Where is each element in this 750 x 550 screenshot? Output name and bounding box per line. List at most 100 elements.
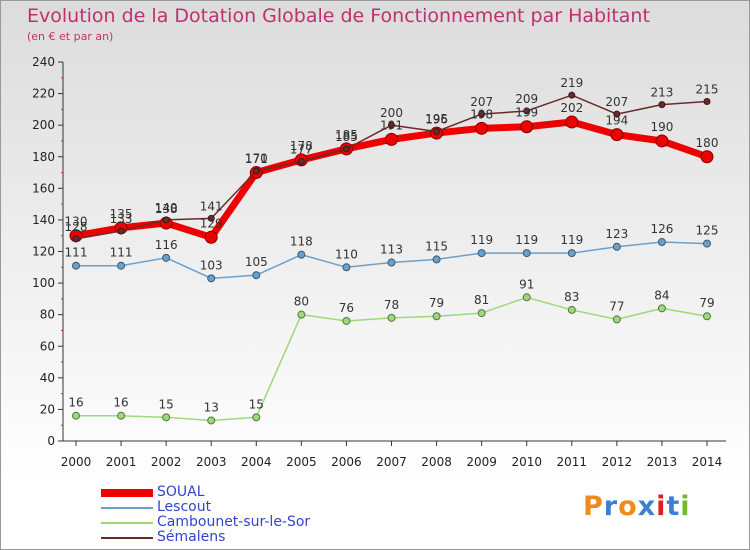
data-label: 126 [650, 222, 673, 236]
legend-swatch [101, 537, 153, 539]
data-point [612, 315, 621, 324]
data-point [117, 411, 126, 420]
data-point [297, 310, 306, 319]
data-point [162, 216, 170, 224]
y-tick-label: 160 [32, 181, 55, 195]
data-label: 113 [380, 243, 403, 257]
data-label: 119 [515, 233, 538, 247]
data-label: 119 [560, 233, 583, 247]
chart-title: Evolution de la Dotation Globale de Fonc… [27, 5, 650, 27]
data-point [162, 253, 171, 262]
data-point [523, 107, 531, 115]
data-label: 135 [110, 207, 133, 221]
data-label: 103 [200, 258, 223, 272]
proxiti-logo: Proxiti [583, 491, 691, 522]
data-point [612, 242, 621, 251]
y-tick-label: 200 [32, 118, 55, 132]
data-label: 213 [650, 86, 673, 100]
data-point [478, 110, 486, 118]
y-tick-label: 0 [47, 434, 55, 448]
data-point [658, 101, 666, 109]
data-point [522, 249, 531, 258]
x-tick-label: 2009 [466, 455, 497, 469]
data-point [477, 309, 486, 318]
logo-letter: x [637, 491, 657, 522]
data-label: 171 [245, 152, 268, 166]
data-label: 130 [65, 215, 88, 229]
x-tick-label: 2007 [376, 455, 407, 469]
data-point [432, 312, 441, 321]
data-point [204, 230, 218, 244]
data-point [703, 239, 711, 248]
legend-label: Cambounet-sur-le-Sor [157, 514, 311, 530]
chart-subtitle: (en € et par an) [27, 30, 114, 43]
data-label: 215 [696, 82, 719, 96]
data-point [207, 416, 216, 425]
data-label: 79 [429, 296, 444, 310]
data-point [162, 413, 171, 422]
data-label: 15 [159, 397, 174, 411]
x-tick-label: 2002 [151, 455, 182, 469]
data-point [567, 305, 576, 314]
data-label: 78 [384, 298, 399, 312]
data-point [297, 157, 305, 165]
y-tick-label: 240 [32, 55, 55, 69]
data-label: 118 [290, 235, 313, 249]
data-label: 84 [654, 288, 669, 302]
data-label: 198 [470, 107, 493, 121]
data-point [433, 127, 441, 135]
data-label: 111 [110, 246, 133, 260]
data-point [207, 214, 215, 222]
data-point [387, 313, 396, 322]
data-point [72, 235, 80, 243]
legend-label: Lescout [157, 499, 212, 515]
data-label: 207 [470, 95, 493, 109]
data-label: 83 [564, 290, 579, 304]
data-label: 199 [515, 106, 538, 120]
y-tick-label: 80 [40, 308, 55, 322]
data-label: 200 [380, 106, 403, 120]
data-point [520, 120, 534, 134]
x-tick-label: 2011 [557, 455, 588, 469]
y-tick-label: 100 [32, 276, 55, 290]
data-label: 119 [470, 233, 493, 247]
data-label: 13 [204, 400, 219, 414]
data-point [477, 249, 486, 258]
data-point [72, 411, 80, 420]
logo-letter: t [666, 491, 681, 522]
y-tick-label: 120 [32, 245, 55, 259]
data-point [252, 413, 261, 422]
legend-swatch [101, 522, 153, 524]
x-tick-label: 2005 [286, 455, 317, 469]
data-label: 190 [650, 120, 673, 134]
data-point [610, 128, 624, 142]
data-label: 178 [290, 139, 313, 153]
data-label: 116 [155, 238, 178, 252]
data-point [207, 274, 216, 283]
x-tick-label: 2006 [331, 455, 362, 469]
x-tick-label: 2010 [511, 455, 542, 469]
data-label: 195 [425, 112, 448, 126]
x-tick-label: 2001 [106, 455, 137, 469]
data-label: 138 [155, 202, 178, 216]
data-point [657, 304, 666, 313]
data-point [657, 238, 666, 247]
data-label: 177 [290, 142, 313, 156]
logo-letter: i [680, 491, 691, 522]
y-tick-label: 180 [32, 150, 55, 164]
data-point [703, 312, 711, 321]
data-point [613, 110, 621, 118]
data-point [655, 134, 669, 148]
data-label: 140 [155, 201, 178, 215]
data-label: 128 [65, 220, 88, 234]
data-point [567, 249, 576, 258]
data-point [703, 97, 711, 105]
data-point [342, 263, 351, 272]
y-tick-label: 220 [32, 87, 55, 101]
data-label: 80 [294, 295, 309, 309]
data-label: 196 [425, 112, 448, 126]
data-point [475, 121, 489, 135]
data-label: 79 [699, 296, 714, 310]
